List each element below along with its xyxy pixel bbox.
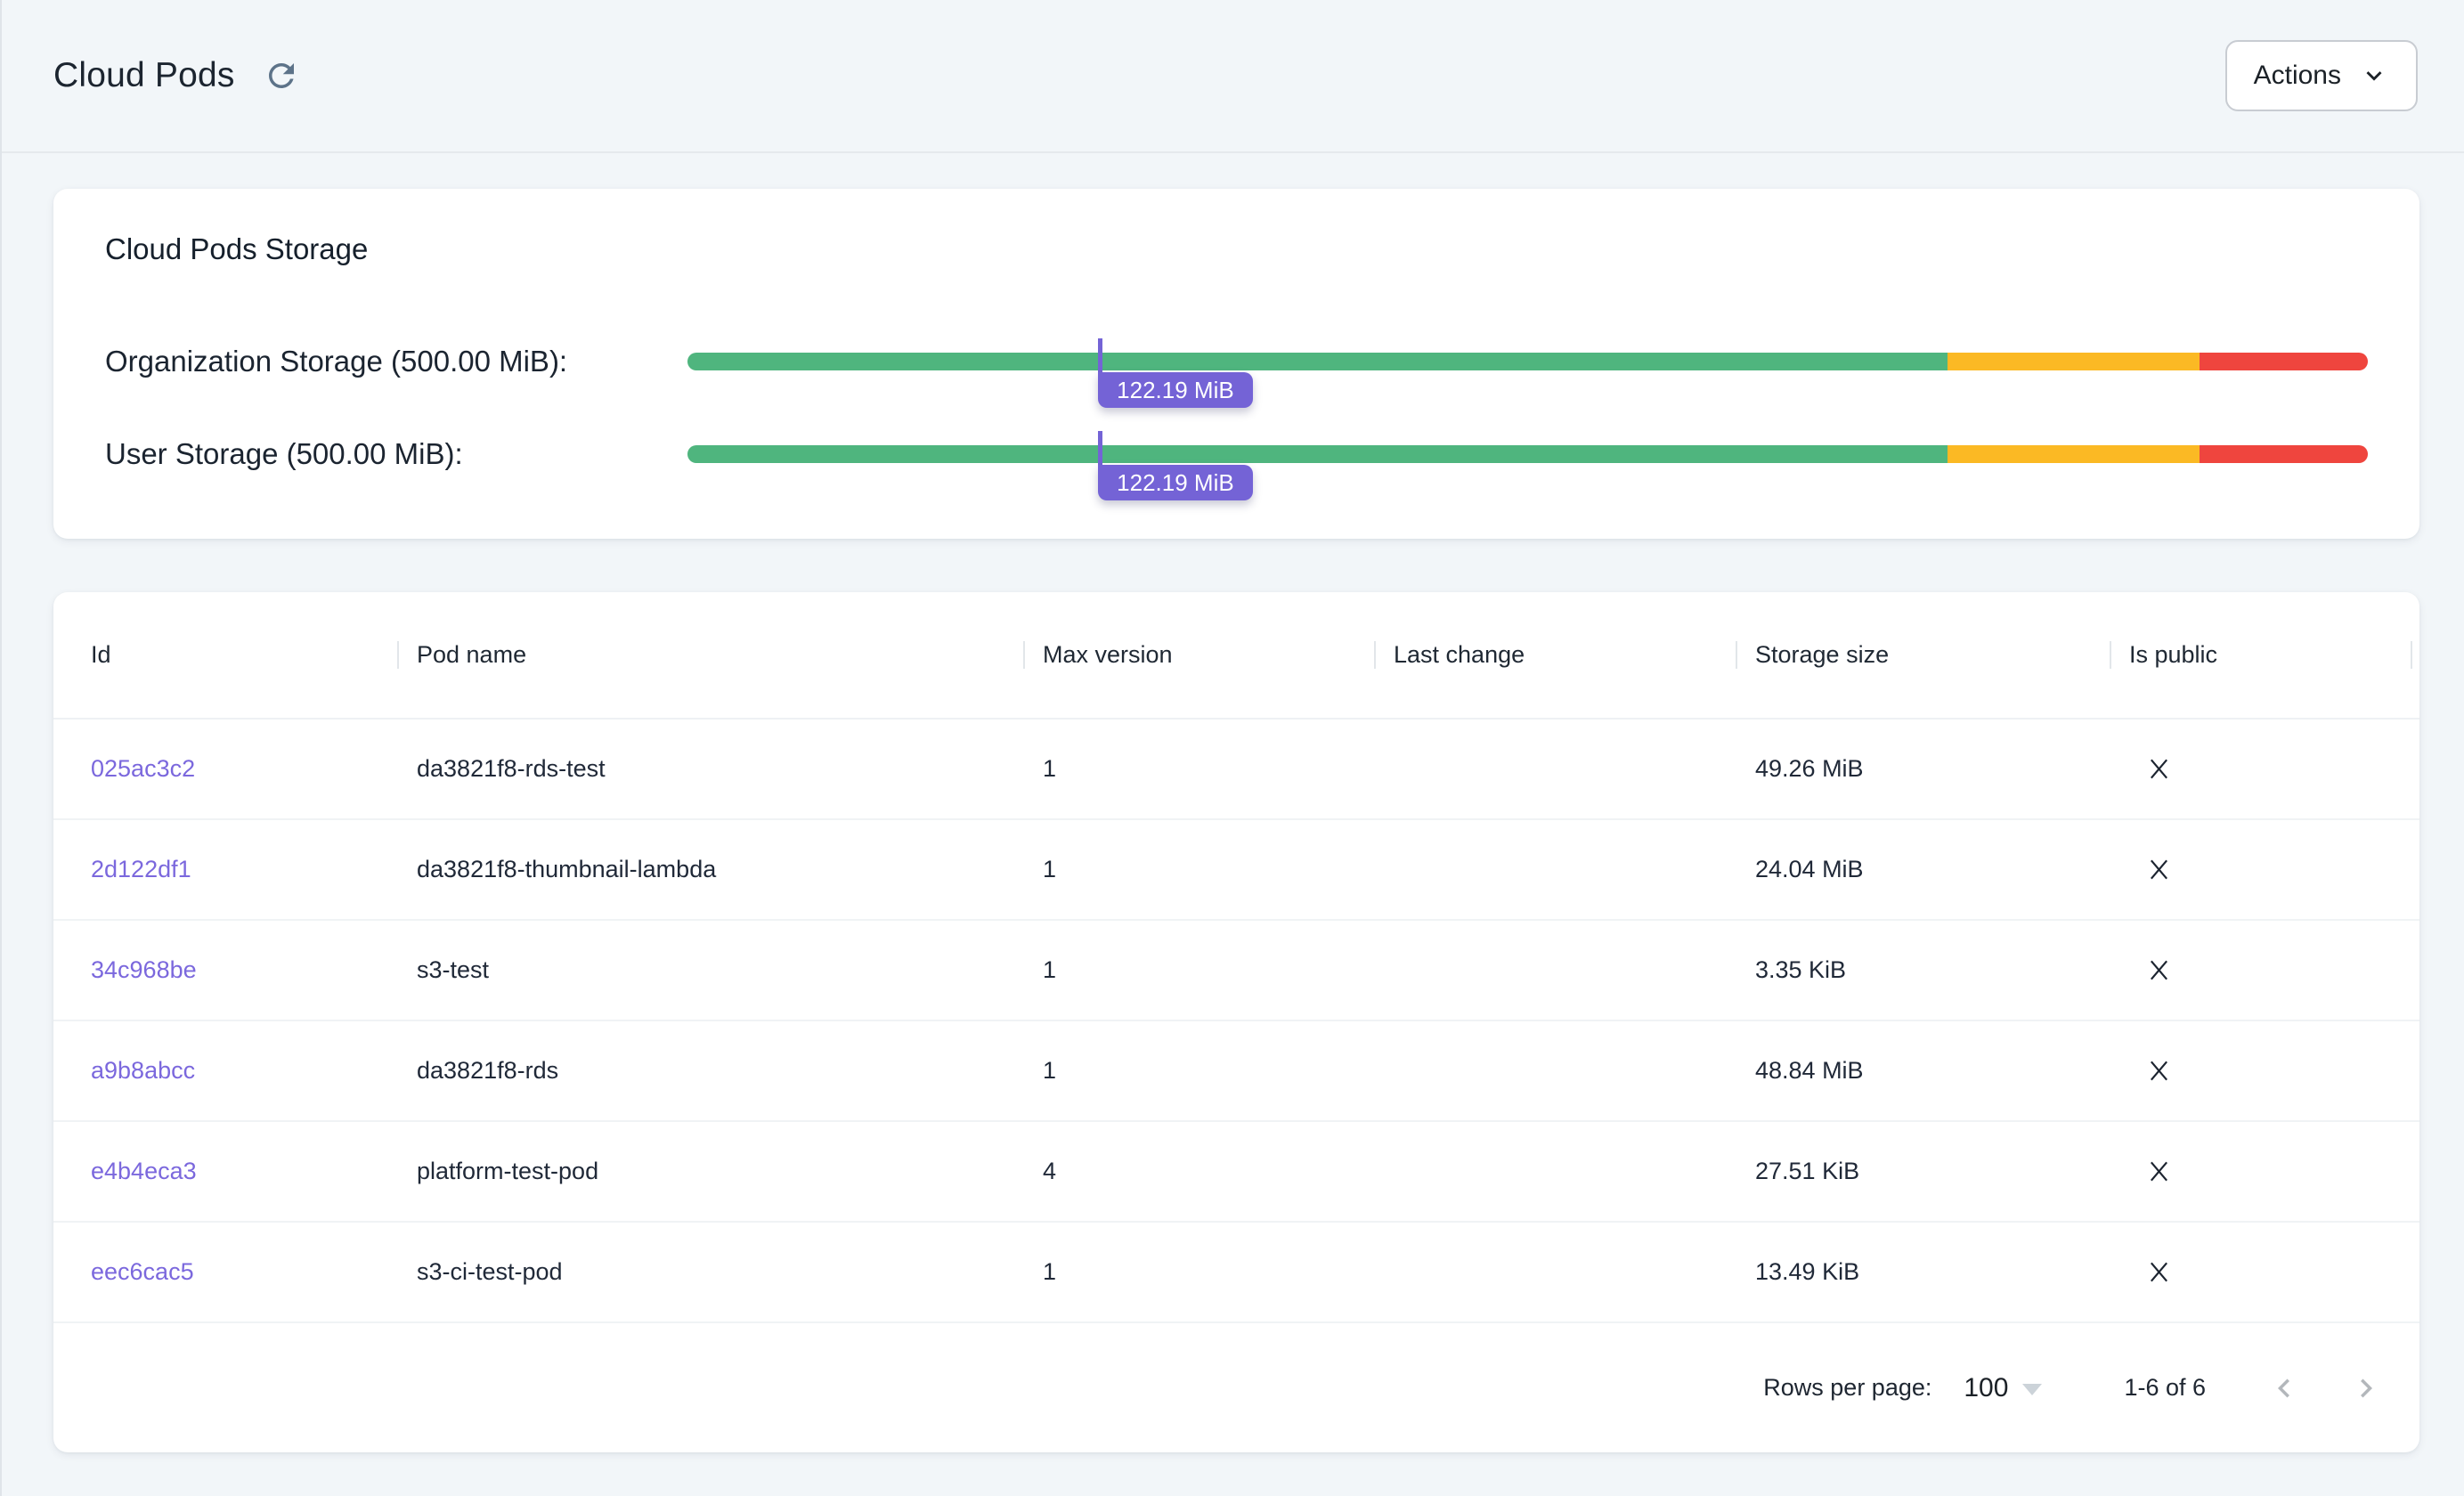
rows-per-page-label: Rows per page: (1763, 1374, 1932, 1401)
bar-segment-safe (687, 445, 1948, 463)
max-version-cell: 1 (1043, 956, 1057, 983)
chevron-left-icon (2278, 1378, 2289, 1397)
table-row: 34c968be s3-test 1 3.35 KiB (53, 921, 2419, 1021)
pod-id-link[interactable]: e4b4eca3 (91, 1158, 197, 1184)
pod-id-cell: eec6cac5 (53, 1258, 397, 1286)
table-header-row: Id Pod name Max version Last change Stor… (53, 592, 2419, 720)
bar-segment-critical (2200, 445, 2368, 463)
storage-card-title: Cloud Pods Storage (105, 232, 369, 265)
max-version-cell: 1 (1043, 1057, 1057, 1084)
is-public-cell (2110, 1258, 2419, 1286)
usage-badge: 122.19 MiB (1098, 465, 1253, 500)
rows-per-page-select[interactable]: 100 (1964, 1372, 2043, 1403)
bar-segment-safe (687, 353, 1948, 370)
caret-down-icon (2022, 1384, 2043, 1395)
column-header-last-change[interactable]: Last change (1374, 641, 1736, 669)
bar-segment-warning (1948, 353, 2200, 370)
storage-progress-bar: 122.19 MiB (687, 431, 2368, 500)
not-public-x-icon (2151, 960, 2167, 980)
pod-id-cell: 34c968be (53, 956, 397, 984)
storage-size-cell: 27.51 KiB (1755, 1158, 1860, 1184)
pod-name-cell: da3821f8-rds (417, 1057, 559, 1084)
storage-card: Cloud Pods Storage Organization Storage … (53, 189, 2419, 539)
max-version-cell: 1 (1043, 755, 1057, 782)
usage-badge: 122.19 MiB (1098, 372, 1253, 408)
refresh-icon (268, 63, 294, 88)
actions-button[interactable]: Actions (2224, 40, 2418, 111)
is-public-cell (2110, 755, 2419, 783)
not-public-x-icon (2151, 1161, 2167, 1182)
table-row: eec6cac5 s3-ci-test-pod 1 13.49 KiB (53, 1223, 2419, 1323)
pod-name-cell: s3-ci-test-pod (417, 1258, 563, 1285)
not-public-x-icon (2151, 759, 2167, 779)
refresh-button[interactable] (262, 56, 301, 95)
not-public-x-icon (2151, 1262, 2167, 1282)
table-row: e4b4eca3 platform-test-pod 4 27.51 KiB (53, 1122, 2419, 1223)
storage-size-cell: 24.04 MiB (1755, 856, 1864, 882)
pod-id-link[interactable]: 2d122df1 (91, 856, 191, 882)
max-version-cell: 4 (1043, 1158, 1057, 1184)
pod-id-link[interactable]: 34c968be (91, 956, 197, 983)
actions-button-label: Actions (2253, 61, 2341, 90)
pod-id-cell: 025ac3c2 (53, 755, 397, 783)
rows-per-page-value: 100 (1964, 1372, 2009, 1402)
pod-name-cell: platform-test-pod (417, 1158, 599, 1184)
column-header-is-public[interactable]: Is public (2110, 641, 2419, 669)
storage-size-cell: 49.26 MiB (1755, 755, 1864, 782)
storage-size-cell: 13.49 KiB (1755, 1258, 1860, 1285)
chevron-right-icon (2361, 1378, 2372, 1397)
storage-bar-row: Organization Storage (500.00 MiB): 122.1… (105, 338, 2368, 408)
page-title: Cloud Pods (53, 56, 235, 94)
pod-id-link[interactable]: eec6cac5 (91, 1258, 194, 1285)
max-version-cell: 1 (1043, 1258, 1057, 1285)
table-row: a9b8abcc da3821f8-rds 1 48.84 MiB (53, 1021, 2419, 1122)
page-range-label: 1-6 of 6 (2124, 1374, 2206, 1401)
column-header-pod-name[interactable]: Pod name (397, 641, 1023, 669)
column-header-max-version[interactable]: Max version (1023, 641, 1374, 669)
pod-name-cell: da3821f8-thumbnail-lambda (417, 856, 717, 882)
column-header-storage-size[interactable]: Storage size (1736, 641, 2110, 669)
is-public-cell (2110, 1158, 2419, 1185)
next-page-button[interactable] (2346, 1369, 2386, 1408)
bar-segment-critical (2200, 353, 2368, 370)
table-row: 2d122df1 da3821f8-thumbnail-lambda 1 24.… (53, 820, 2419, 921)
previous-page-button[interactable] (2265, 1369, 2304, 1408)
max-version-cell: 1 (1043, 856, 1057, 882)
page-header: Cloud Pods Actions (2, 0, 2464, 153)
pod-id-cell: e4b4eca3 (53, 1158, 397, 1185)
storage-bar-row: User Storage (500.00 MiB): 122.19 MiB (105, 431, 2368, 500)
storage-size-cell: 48.84 MiB (1755, 1057, 1864, 1084)
is-public-cell (2110, 1057, 2419, 1085)
storage-size-cell: 3.35 KiB (1755, 956, 1847, 983)
pagination-bar: Rows per page: 100 1-6 of 6 (53, 1323, 2419, 1452)
column-header-id[interactable]: Id (91, 641, 111, 668)
pod-id-link[interactable]: a9b8abcc (91, 1057, 196, 1084)
storage-bar-track (687, 445, 2368, 463)
storage-bar-label: User Storage (500.00 MiB): (105, 437, 463, 470)
not-public-x-icon (2151, 859, 2167, 880)
pod-name-cell: s3-test (417, 956, 490, 983)
pods-table-card: Id Pod name Max version Last change Stor… (53, 592, 2419, 1452)
storage-bars: Organization Storage (500.00 MiB): 122.1… (105, 338, 2368, 500)
is-public-cell (2110, 956, 2419, 984)
not-public-x-icon (2151, 1061, 2167, 1081)
table-row: 025ac3c2 da3821f8-rds-test 1 49.26 MiB (53, 720, 2419, 820)
storage-bar-label: Organization Storage (500.00 MiB): (105, 345, 568, 378)
pod-id-cell: a9b8abcc (53, 1057, 397, 1085)
bar-segment-warning (1948, 445, 2200, 463)
table-body: 025ac3c2 da3821f8-rds-test 1 49.26 MiB 2… (53, 720, 2419, 1323)
pod-id-cell: 2d122df1 (53, 856, 397, 883)
pod-id-link[interactable]: 025ac3c2 (91, 755, 196, 782)
chevron-down-icon (2366, 71, 2382, 81)
pod-name-cell: da3821f8-rds-test (417, 755, 606, 782)
usage-marker (1098, 338, 1103, 374)
storage-progress-bar: 122.19 MiB (687, 338, 2368, 408)
storage-bar-track (687, 353, 2368, 370)
is-public-cell (2110, 856, 2419, 883)
usage-marker (1098, 431, 1103, 467)
